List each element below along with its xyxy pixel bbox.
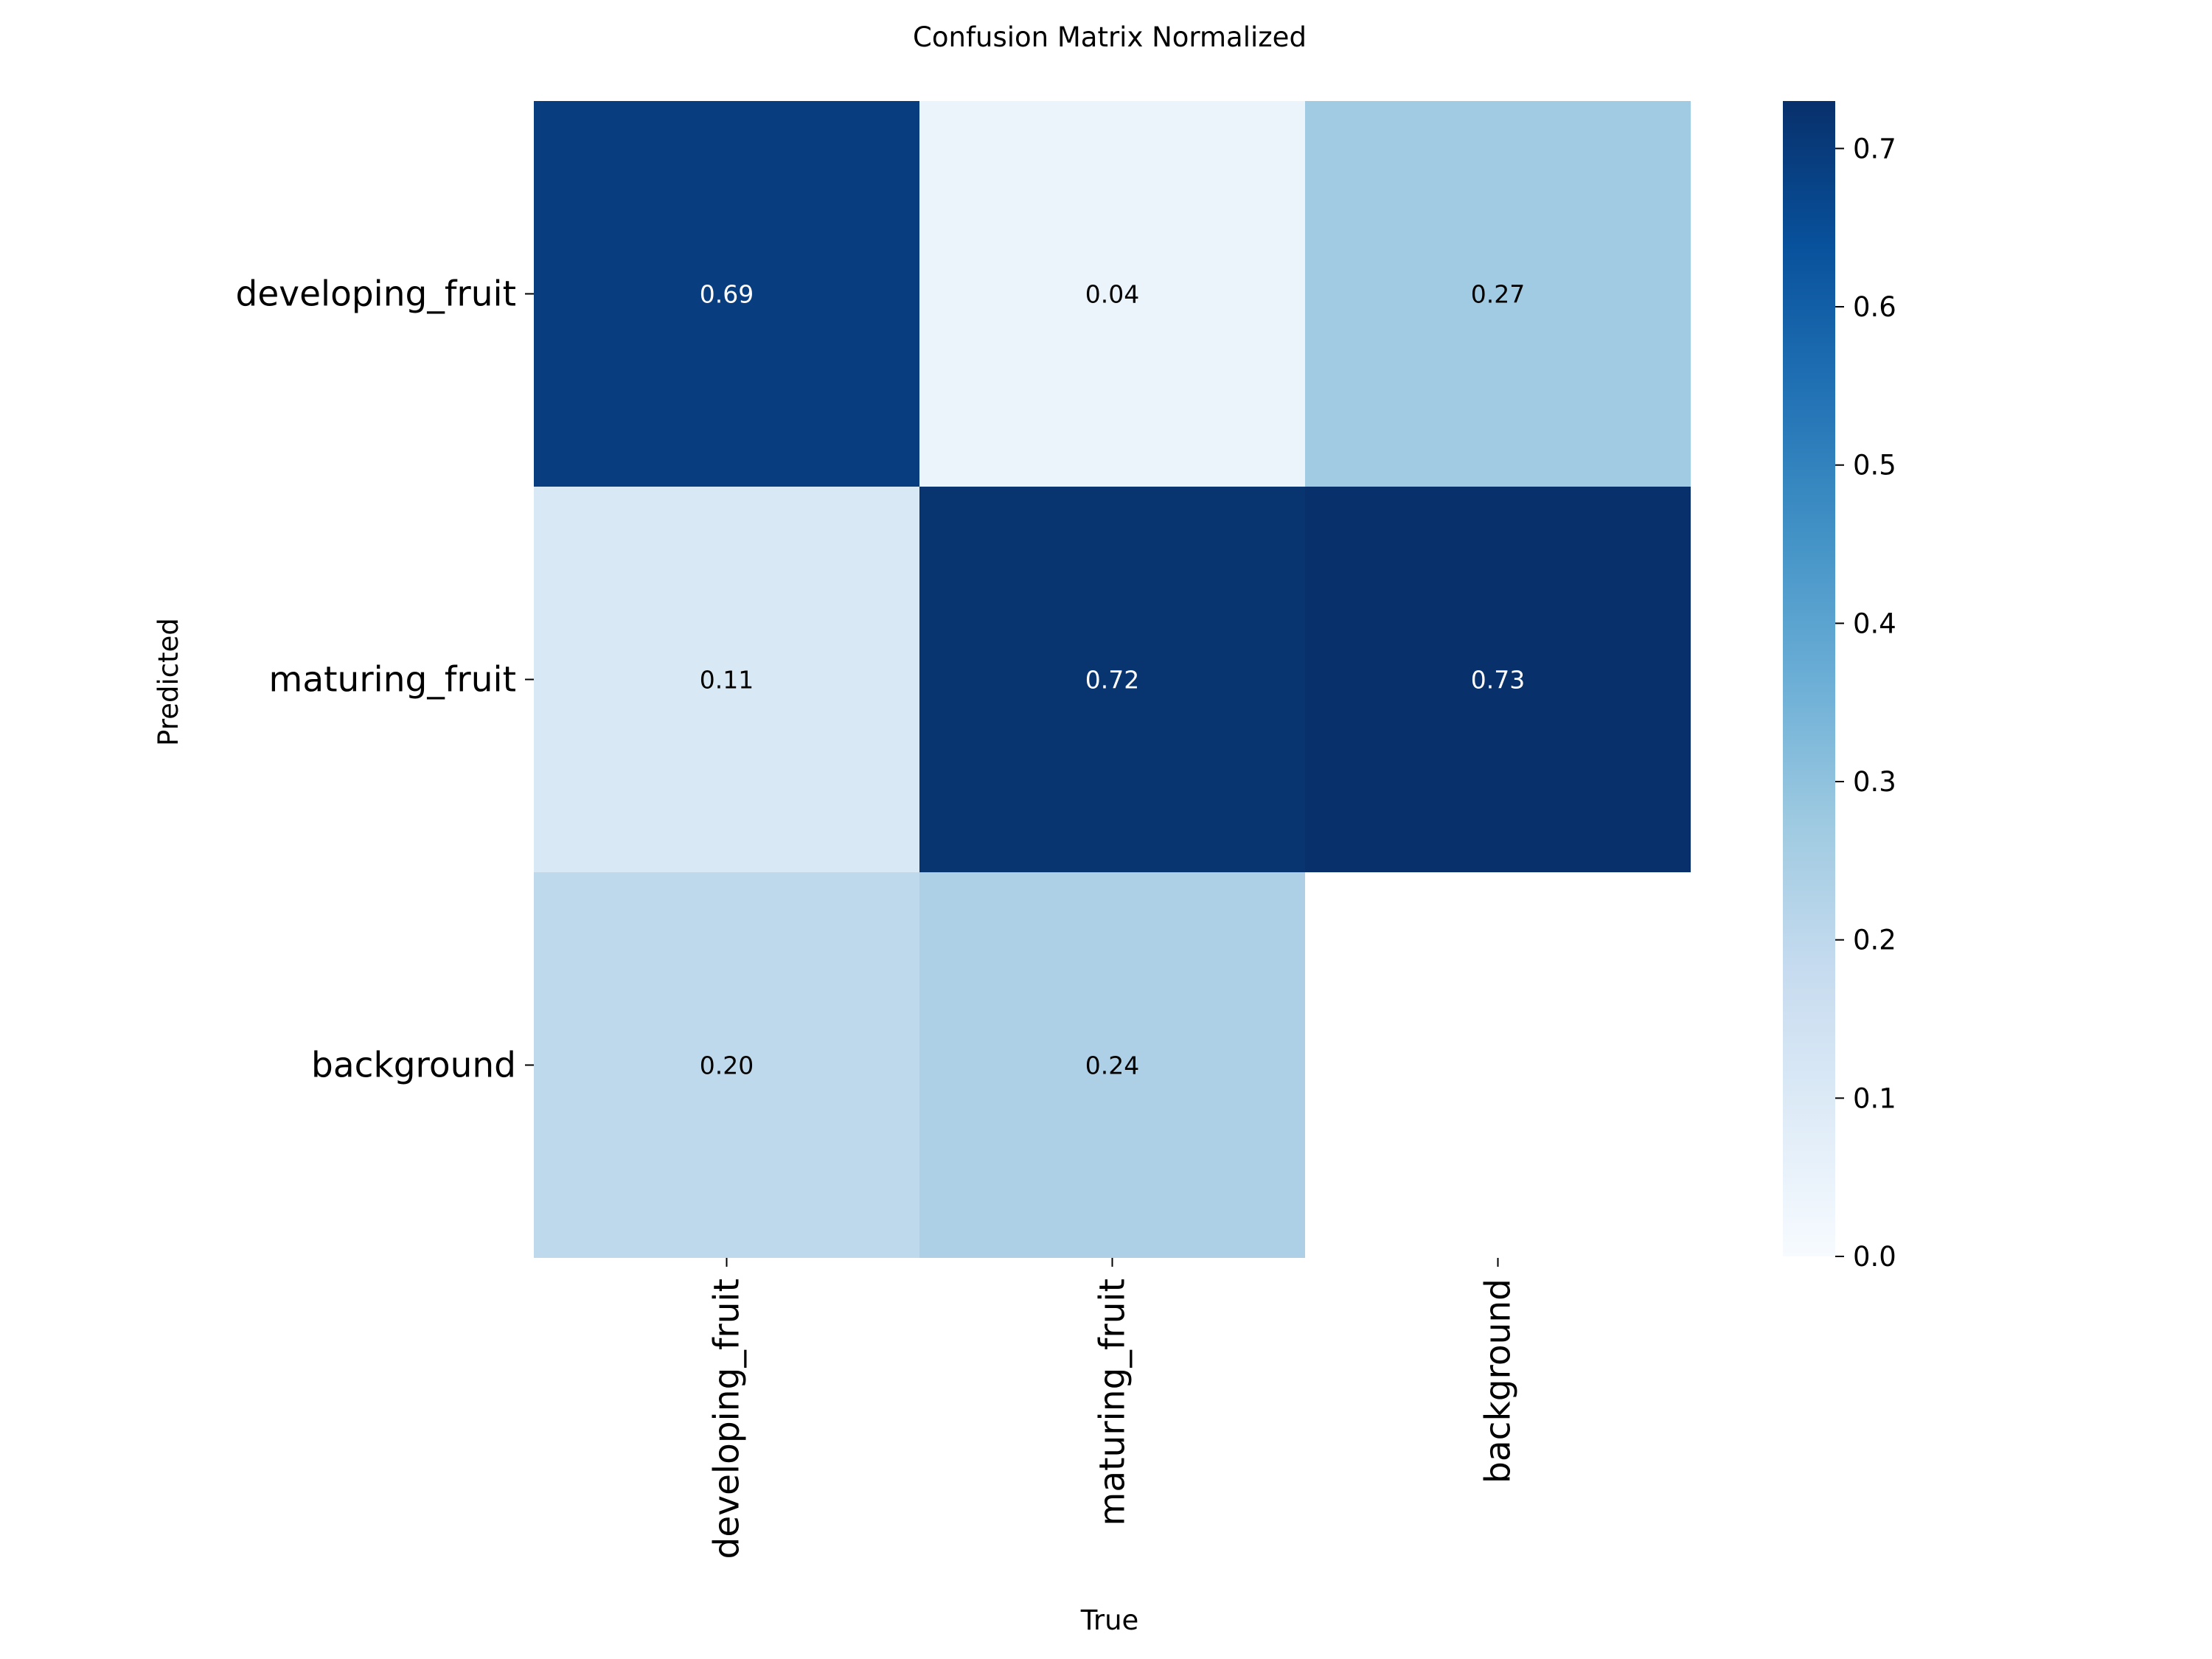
y-tick-label: maturing_fruit [269, 660, 516, 700]
heatmap-cell [919, 872, 1305, 1258]
y-tick-label: background [311, 1046, 516, 1086]
colorbar-tick-label: 0.1 [1853, 1082, 1896, 1114]
colorbar-ticks: 0.0 0.1 0.2 0.3 0.4 0.5 0.6 0.7 [1835, 133, 1896, 1273]
chart-title: Confusion Matrix Normalized [913, 21, 1307, 53]
cell-value-label: 0.04 [1085, 280, 1139, 309]
heatmap-cell [534, 872, 919, 1258]
heatmap-cell [534, 101, 919, 487]
cell-value-label: 0.24 [1085, 1051, 1139, 1080]
axis-ticks: developing_fruit maturing_fruit background… [236, 274, 1519, 1559]
x-tick-label: maturing_fruit [1093, 1279, 1133, 1526]
colorbar-tick-label: 0.7 [1853, 133, 1896, 164]
heatmap-cell [919, 487, 1305, 872]
colorbar-tick-label: 0.3 [1853, 766, 1896, 798]
x-tick-label: developing_fruit [707, 1279, 748, 1559]
cell-value-label: 0.11 [700, 666, 754, 695]
colorbar-tick-label: 0.4 [1853, 608, 1896, 639]
y-axis-label: Predicted [153, 618, 184, 746]
heatmap-cell [1305, 101, 1691, 487]
colorbar-tick-label: 0.5 [1853, 450, 1896, 481]
cell-value-label: 0.72 [1085, 666, 1139, 695]
colorbar [1783, 101, 1835, 1256]
y-tick-label: developing_fruit [236, 274, 516, 315]
heatmap-cell [534, 487, 919, 872]
x-tick-label: background [1478, 1279, 1519, 1484]
heatmap-cell [1305, 487, 1691, 872]
colorbar-tick-label: 0.0 [1853, 1241, 1896, 1273]
cell-value-label: 0.73 [1471, 666, 1525, 695]
cell-value-label: 0.27 [1471, 280, 1525, 309]
cell-value-label: 0.20 [700, 1051, 754, 1080]
cell-value-label: 0.69 [700, 280, 754, 309]
x-axis-label: True [1080, 1604, 1139, 1636]
heatmap-cell [919, 101, 1305, 487]
colorbar-tick-label: 0.6 [1853, 291, 1896, 323]
colorbar-tick-label: 0.2 [1853, 925, 1896, 956]
heatmap-cells: 0.69 0.04 0.27 0.11 0.72 0.73 0.20 0.24 [534, 101, 1691, 1258]
